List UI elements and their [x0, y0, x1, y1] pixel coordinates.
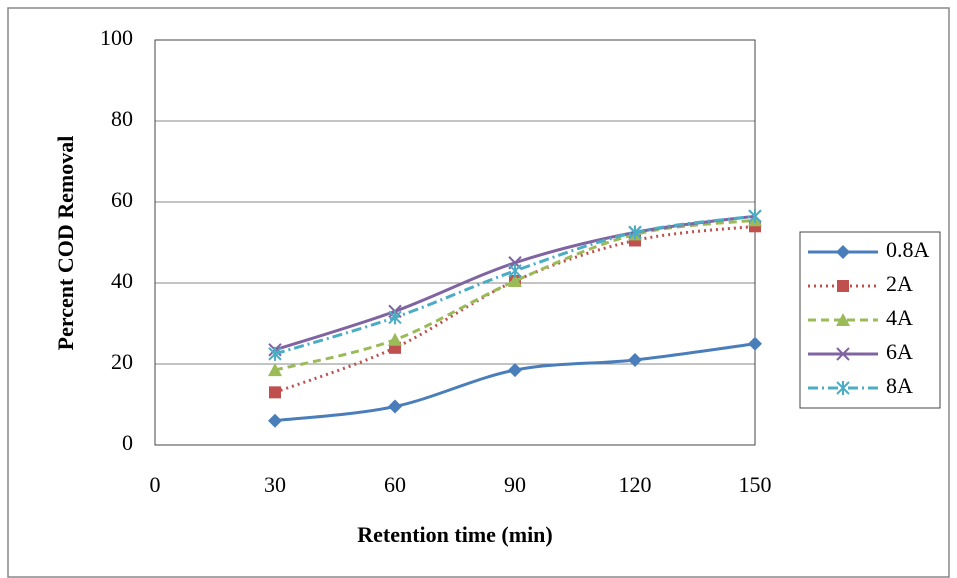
marker	[836, 245, 850, 259]
marker	[388, 310, 402, 325]
marker	[508, 273, 522, 287]
x-tick-label: 150	[739, 472, 772, 497]
x-tick-label: 30	[264, 472, 286, 497]
y-tick-label: 80	[111, 106, 133, 131]
series-line	[274, 218, 756, 372]
marker	[628, 225, 642, 240]
chart-frame	[7, 7, 950, 578]
legend-label: 4A	[886, 305, 913, 330]
y-axis-label: Percent COD Removal	[53, 136, 78, 351]
marker	[508, 263, 522, 278]
y-tick-label: 60	[111, 187, 133, 212]
marker	[836, 313, 850, 326]
marker	[837, 280, 849, 292]
marker	[628, 352, 642, 367]
x-axis-label: Retention time (min)	[357, 522, 553, 547]
marker	[748, 209, 762, 224]
legend-label: 0.8A	[886, 237, 930, 262]
y-tick-label: 20	[111, 349, 133, 374]
marker	[269, 386, 281, 399]
legend-label: 2A	[886, 271, 913, 296]
x-tick-label: 90	[504, 472, 526, 497]
y-tick-label: 100	[100, 25, 133, 50]
plot-border	[154, 39, 756, 446]
marker	[836, 381, 850, 395]
marker	[268, 413, 282, 428]
marker	[748, 336, 762, 351]
x-tick-label: 120	[619, 472, 652, 497]
x-tick-label: 0	[150, 472, 161, 497]
y-tick-label: 0	[122, 430, 133, 455]
legend-label: 8A	[886, 373, 913, 398]
marker	[388, 332, 402, 346]
legend-label: 6A	[886, 339, 913, 364]
marker	[268, 363, 282, 377]
marker	[388, 399, 402, 414]
x-tick-label: 60	[384, 472, 406, 497]
y-tick-label: 40	[111, 268, 133, 293]
marker	[508, 363, 522, 378]
marker	[836, 347, 850, 361]
marker	[268, 346, 282, 361]
